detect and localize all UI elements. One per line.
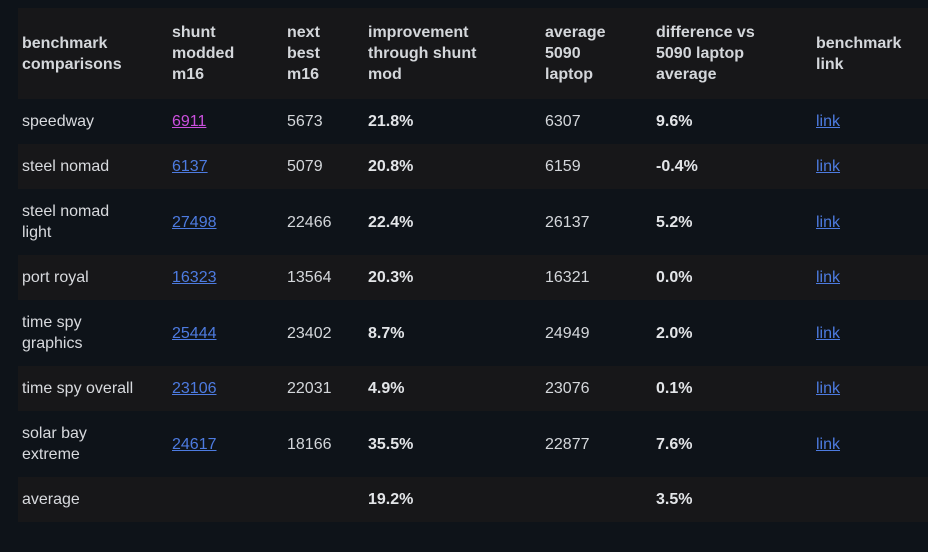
- average-5090-score: [541, 477, 652, 522]
- benchmark-link[interactable]: link: [816, 113, 841, 130]
- shunt-modded-cell: 27498: [168, 189, 283, 255]
- benchmark-link-cell: link: [812, 300, 928, 366]
- shunt-modded-cell: 23106: [168, 366, 283, 411]
- column-header-next-best-m16: next best m16: [287, 24, 320, 83]
- column-header-difference-vs-5090: difference vs 5090 laptop average: [656, 24, 755, 83]
- benchmark-link[interactable]: link: [816, 269, 841, 286]
- shunt-modded-cell: 24617: [168, 411, 283, 477]
- average-5090-score: 23076: [545, 380, 590, 397]
- next-best-score: 5673: [287, 113, 323, 130]
- average-5090-score: 6159: [545, 158, 581, 175]
- next-best-score: 18166: [287, 435, 332, 453]
- table-row: speedway 6911 5673 21.8% 6307 9.6% link: [18, 99, 928, 144]
- table-header: benchmark comparisons shunt modded m16 n…: [18, 8, 928, 99]
- shunt-modded-cell: 6137: [168, 144, 283, 189]
- average-5090-score: 22877: [545, 435, 590, 453]
- average-5090-score: 16321: [545, 269, 590, 286]
- benchmark-link-cell: link: [812, 255, 928, 300]
- benchmark-link[interactable]: link: [816, 380, 841, 397]
- column-header-improvement: improvement through shunt mod: [368, 24, 477, 83]
- shunt-modded-cell: 6911: [168, 99, 283, 144]
- column-header-benchmark-link: benchmark link: [816, 34, 902, 73]
- shunt-modded-cell: [168, 477, 283, 522]
- improvement-value: 21.8%: [368, 113, 414, 130]
- shunt-modded-score-link[interactable]: 27498: [172, 213, 217, 231]
- difference-value: 0.1%: [656, 380, 693, 397]
- shunt-modded-score-link[interactable]: 24617: [172, 435, 217, 453]
- shunt-modded-cell: 16323: [168, 255, 283, 300]
- shunt-modded-score-link[interactable]: 25444: [172, 324, 217, 342]
- improvement-value: 22.4%: [368, 213, 414, 231]
- benchmark-link-cell: link: [812, 189, 928, 255]
- improvement-value: 35.5%: [368, 435, 414, 453]
- benchmark-link-cell: link: [812, 411, 928, 477]
- improvement-value: 8.7%: [368, 324, 405, 342]
- table-row: steel nomad 6137 5079 20.8% 6159 -0.4% link: [18, 144, 928, 189]
- shunt-modded-score-link[interactable]: 23106: [172, 380, 217, 397]
- benchmark-link-cell: link: [812, 366, 928, 411]
- table-row: steel nomad light 27498 22466 22.4% 26137 5.2…: [18, 189, 928, 255]
- average-5090-score: 6307: [545, 113, 581, 130]
- table-row: port royal 16323 13564 20.3% 16321 0.0% link: [18, 255, 928, 300]
- table-row: time spy graphics 25444 23402 8.7% 24949 2.0%…: [18, 300, 928, 366]
- improvement-value: 19.2%: [368, 491, 414, 508]
- difference-value: 0.0%: [656, 269, 693, 286]
- column-header-shunt-modded-m16: shunt modded m16: [172, 24, 235, 83]
- benchmark-name: speedway: [22, 113, 95, 130]
- shunt-modded-score-link[interactable]: 6137: [172, 158, 208, 175]
- average-5090-score: 24949: [545, 324, 590, 342]
- improvement-value: 4.9%: [368, 380, 405, 397]
- next-best-score: 5079: [287, 158, 323, 175]
- benchmark-name: time spy overall: [22, 380, 134, 397]
- benchmark-name: solar bay extreme: [22, 425, 87, 463]
- benchmark-name: time spy graphics: [22, 314, 83, 352]
- benchmark-name: port royal: [22, 269, 89, 286]
- difference-value: 3.5%: [656, 491, 693, 508]
- column-header-average-5090-laptop: average 5090 laptop: [545, 24, 606, 83]
- benchmark-link[interactable]: link: [816, 213, 841, 231]
- difference-value: 2.0%: [656, 324, 693, 342]
- difference-value: 9.6%: [656, 113, 693, 130]
- table-row: average 19.2% 3.5%: [18, 477, 928, 522]
- improvement-value: 20.8%: [368, 158, 414, 175]
- benchmark-name: steel nomad: [22, 158, 110, 175]
- table-body: speedway 6911 5673 21.8% 6307 9.6% link steel n…: [18, 99, 928, 522]
- shunt-modded-score-link[interactable]: 6911: [172, 113, 207, 130]
- average-5090-score: 26137: [545, 213, 590, 231]
- benchmark-link[interactable]: link: [816, 324, 841, 342]
- improvement-value: 20.3%: [368, 269, 414, 286]
- shunt-modded-cell: 25444: [168, 300, 283, 366]
- benchmark-link-cell: link: [812, 99, 928, 144]
- next-best-score: [283, 477, 364, 522]
- column-header-benchmark-comparisons: benchmark comparisons: [22, 34, 122, 73]
- benchmark-link-cell: link: [812, 144, 928, 189]
- next-best-score: 22466: [287, 213, 332, 231]
- next-best-score: 13564: [287, 269, 332, 286]
- benchmark-name: average: [22, 491, 80, 508]
- benchmark-link-cell: [812, 477, 928, 522]
- shunt-modded-score-link[interactable]: 16323: [172, 269, 217, 286]
- benchmark-name: steel nomad light: [22, 203, 110, 241]
- page: benchmark comparisons shunt modded m16 n…: [18, 8, 928, 522]
- next-best-score: 22031: [287, 380, 332, 397]
- benchmark-link[interactable]: link: [816, 158, 841, 175]
- benchmark-table: benchmark comparisons shunt modded m16 n…: [18, 8, 928, 522]
- difference-value: 5.2%: [656, 213, 693, 231]
- difference-value: 7.6%: [656, 435, 693, 453]
- table-row: solar bay extreme 24617 18166 35.5% 22877 7.6…: [18, 411, 928, 477]
- header-row: benchmark comparisons shunt modded m16 n…: [18, 8, 928, 99]
- table-row: time spy overall 23106 22031 4.9% 23076 0.1% l…: [18, 366, 928, 411]
- difference-value: -0.4%: [656, 158, 698, 175]
- next-best-score: 23402: [287, 324, 332, 342]
- benchmark-link[interactable]: link: [816, 435, 841, 453]
